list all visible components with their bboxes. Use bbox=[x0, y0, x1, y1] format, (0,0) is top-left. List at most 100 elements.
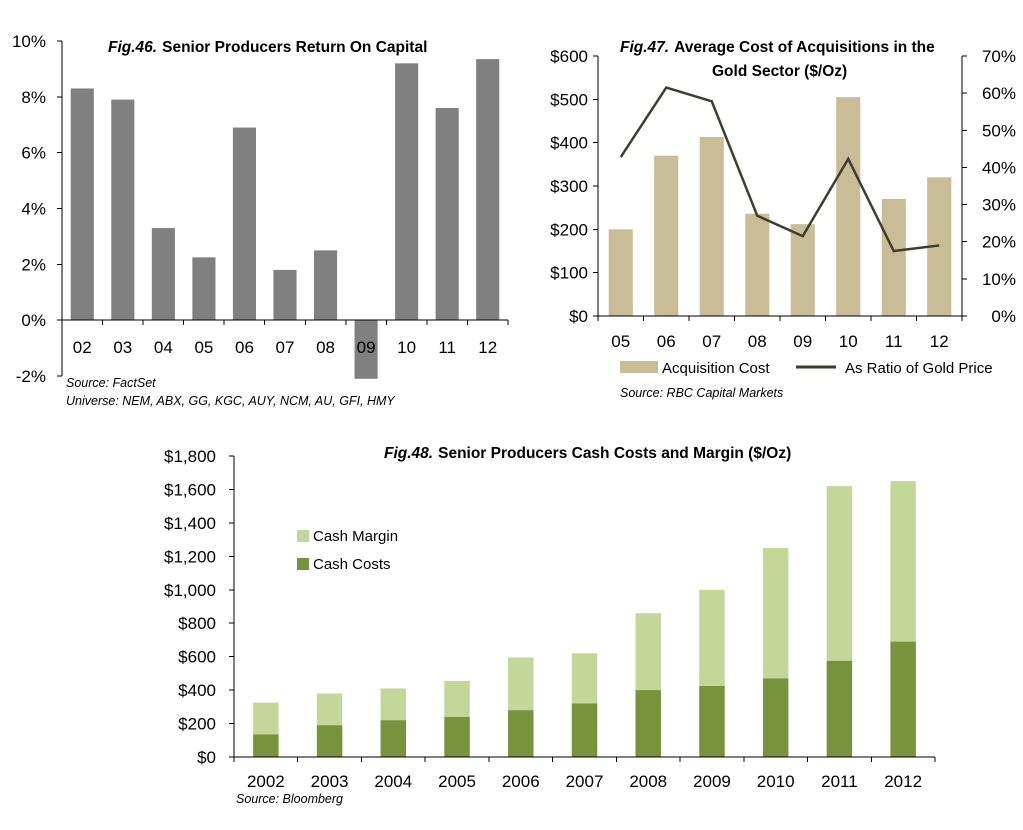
fig48-bar-costs bbox=[699, 685, 725, 757]
fig46: Fig.46. Senior Producers Return On Capita… bbox=[12, 32, 509, 408]
fig47-x-tick-label: 07 bbox=[702, 332, 721, 351]
fig47-title-text1: Average Cost of Acquisitions in the bbox=[674, 39, 935, 56]
fig47-source: Source: RBC Capital Markets bbox=[620, 386, 783, 400]
fig48-source: Source: Bloomberg bbox=[236, 792, 343, 806]
fig46-x-tick-label: 09 bbox=[357, 338, 376, 357]
fig46-bar bbox=[273, 269, 297, 321]
fig47-y-tick-label-right: 50% bbox=[982, 121, 1016, 140]
fig47-x-tick-label: 10 bbox=[839, 332, 858, 351]
fig46-y-tick-label: 10% bbox=[12, 32, 46, 51]
fig47-x-tick-label: 08 bbox=[748, 332, 767, 351]
fig46-bar bbox=[354, 320, 378, 379]
fig48-bar-costs bbox=[380, 720, 407, 757]
fig47-y-tick-label-left: $200 bbox=[550, 220, 588, 239]
fig47-ratio-line bbox=[619, 86, 940, 253]
fig46-bar bbox=[70, 88, 94, 321]
fig47-title-line1: Fig.47. Average Cost of Acquisitions in t… bbox=[620, 39, 935, 56]
fig47-y-tick-label-right: 70% bbox=[982, 47, 1016, 66]
fig47-x-tick-label: 12 bbox=[930, 332, 949, 351]
fig47-bar bbox=[654, 155, 679, 316]
fig48-x-tick-label: 2006 bbox=[502, 772, 540, 791]
fig47-legend-bar-label: Acquisition Cost bbox=[662, 360, 770, 377]
fig48-title: Fig.48. Senior Producers Cash Costs and M… bbox=[384, 445, 791, 462]
fig48-y-tick-label: $400 bbox=[178, 681, 216, 700]
fig47-legend-line-label: As Ratio of Gold Price bbox=[845, 360, 993, 377]
fig47-x-tick-label: 05 bbox=[611, 332, 630, 351]
fig48-bar-costs bbox=[890, 641, 916, 757]
fig46-x-tick-label: 08 bbox=[316, 338, 335, 357]
fig47-y-tick-label-right: 30% bbox=[982, 196, 1016, 215]
fig46-bar bbox=[476, 59, 500, 321]
fig48-y-tick-label: $1,400 bbox=[164, 514, 216, 533]
fig47-bar bbox=[745, 213, 770, 316]
fig48-bar-costs bbox=[508, 710, 534, 757]
fig48-bar-costs bbox=[444, 716, 470, 757]
fig46-title-text: Senior Producers Return On Capital bbox=[162, 39, 427, 56]
fig48-legend-costs-label: Cash Costs bbox=[313, 556, 391, 573]
fig47-y-tick-label-left: $600 bbox=[550, 47, 588, 66]
fig48-bar-margin bbox=[890, 481, 916, 642]
fig46-bar bbox=[111, 99, 135, 321]
fig48-y-tick-label: $800 bbox=[178, 614, 216, 633]
fig48-title-text: Senior Producers Cash Costs and Margin (… bbox=[438, 445, 791, 462]
fig46-bar bbox=[151, 228, 175, 321]
fig46-x-tick-label: 10 bbox=[397, 338, 416, 357]
fig48-bar-costs bbox=[826, 660, 853, 757]
fig46-x-tick-label: 05 bbox=[194, 338, 213, 357]
fig48-title-bg bbox=[380, 438, 832, 464]
fig46-source: Source: FactSet bbox=[66, 376, 156, 390]
fig48-bar-margin bbox=[762, 547, 789, 679]
fig46-title: Fig.46. Senior Producers Return On Capita… bbox=[108, 39, 427, 56]
fig47-legend-swatch-bar bbox=[620, 361, 658, 373]
fig48-x-tick-label: 2011 bbox=[821, 772, 858, 791]
fig46-x-tick-label: 07 bbox=[276, 338, 295, 357]
fig48-x-tick-label: 2007 bbox=[566, 772, 604, 791]
fig47-x-tick-label: 06 bbox=[657, 332, 676, 351]
fig47-bar bbox=[608, 229, 633, 316]
fig47-y-tick-label-left: $100 bbox=[550, 264, 588, 283]
fig46-x-tick-label: 11 bbox=[438, 338, 456, 357]
fig47-y-tick-label-left: $0 bbox=[569, 307, 588, 326]
fig46-y-tick-label: 8% bbox=[21, 88, 46, 107]
fig48-x-tick-label: 2004 bbox=[374, 772, 412, 791]
fig48-bar-margin bbox=[444, 680, 470, 717]
fig46-bar bbox=[232, 127, 257, 321]
fig47-y-tick-label-left: $300 bbox=[550, 177, 588, 196]
fig47-y-tick-label-right: 20% bbox=[982, 233, 1016, 252]
fig46-y-tick-label: 6% bbox=[21, 144, 46, 163]
fig48-x-tick-label: 2008 bbox=[629, 772, 667, 791]
fig46-bar bbox=[313, 250, 338, 321]
fig48-x-tick-label: 2002 bbox=[247, 772, 285, 791]
fig46-y-tick-label: -2% bbox=[16, 367, 46, 386]
fig47: Fig.47. Average Cost of Acquisitions in t… bbox=[550, 39, 1016, 400]
fig48-bar-margin bbox=[635, 613, 661, 691]
fig46-x-tick-label: 04 bbox=[154, 338, 173, 357]
fig47-y-tick-label-right: 0% bbox=[991, 307, 1016, 326]
fig48-x-tick-label: 2010 bbox=[757, 772, 795, 791]
fig46-x-tick-label: 03 bbox=[113, 338, 132, 357]
fig48-bar-costs bbox=[762, 678, 789, 757]
fig47-bar bbox=[790, 224, 815, 316]
fig48-legend-margin-label: Cash Margin bbox=[313, 528, 398, 545]
fig48-title-prefix: Fig.48. bbox=[384, 445, 433, 462]
fig47-title-line2: Gold Sector ($/Oz) bbox=[712, 63, 847, 80]
fig47-bar bbox=[881, 199, 906, 316]
fig47-y-tick-label-left: $500 bbox=[550, 90, 588, 109]
fig48-bar-margin bbox=[826, 486, 853, 661]
fig48-bar-margin bbox=[316, 693, 343, 726]
fig46-plot: -2% 0% 2% 4% 6% 8% 10% 02 03 04 05 06 07 08 09 10 11 12 bbox=[12, 32, 509, 386]
fig46-universe: Universe: NEM, ABX, GG, KGC, AUY, NCM, A… bbox=[66, 394, 396, 408]
fig47-y-tick-label-left: $400 bbox=[550, 134, 588, 153]
fig48-bar-margin bbox=[571, 653, 598, 704]
fig48-bar-costs bbox=[316, 725, 343, 757]
fig48-legend-swatch-margin bbox=[297, 530, 309, 542]
fig47-x-tick-label: 11 bbox=[885, 332, 903, 351]
fig46-bar bbox=[435, 108, 459, 321]
fig48-y-tick-label: $1,600 bbox=[164, 480, 216, 499]
fig47-x-tick-label: 09 bbox=[793, 332, 812, 351]
fig47-y-tick-label-right: 60% bbox=[982, 84, 1016, 103]
fig48-y-tick-label: $1,200 bbox=[164, 547, 216, 566]
fig47-y-tick-label-right: 40% bbox=[982, 158, 1016, 177]
fig48-legend-swatch-costs bbox=[297, 558, 309, 570]
